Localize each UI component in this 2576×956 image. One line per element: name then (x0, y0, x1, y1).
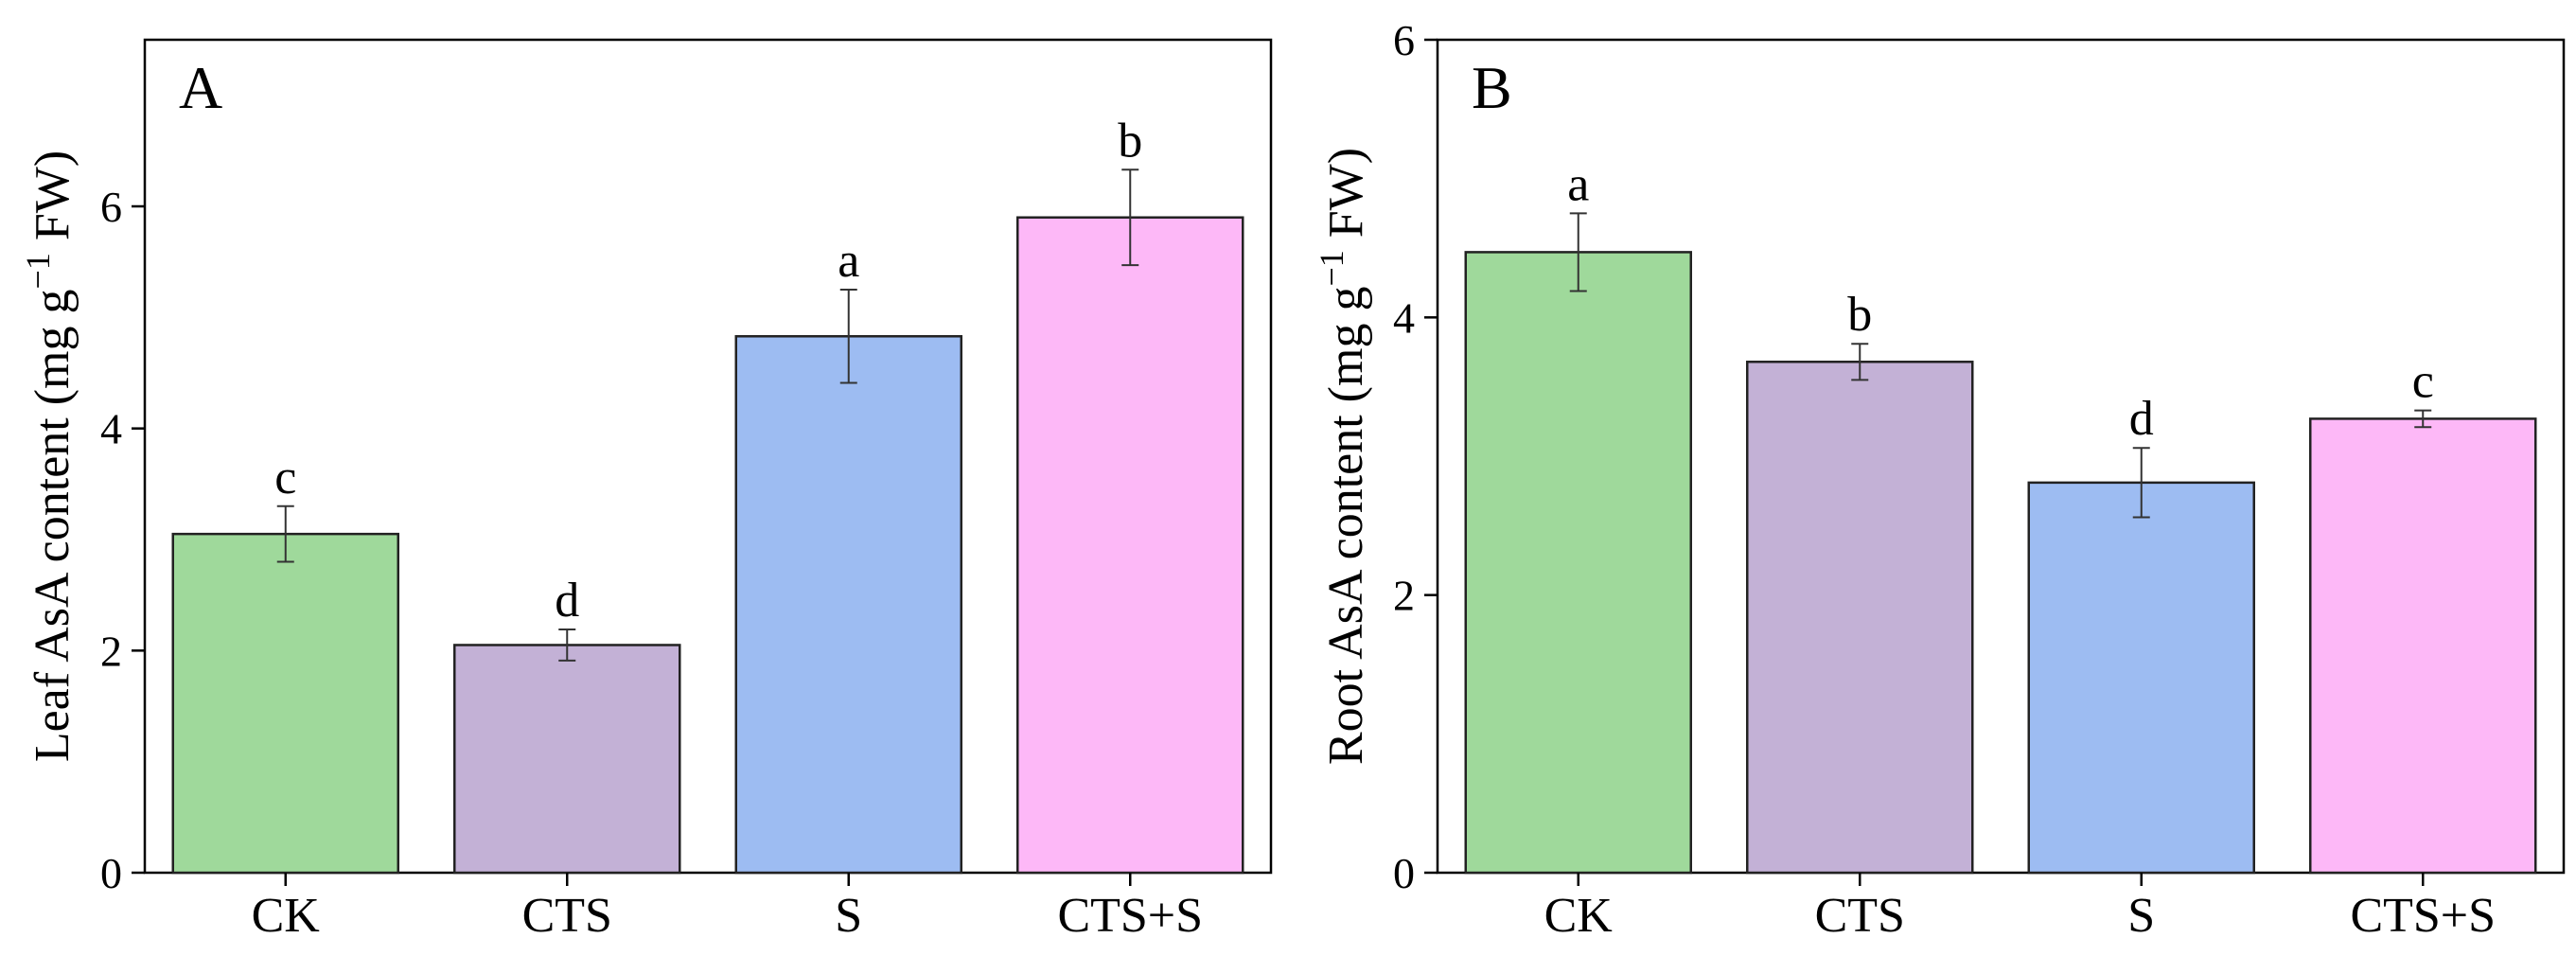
significance-label: d (2129, 392, 2154, 446)
x-category-label: CTS+S (1057, 889, 1203, 943)
plot-frame (143, 38, 1273, 875)
significance-label: b (1847, 288, 1872, 342)
bar-cts (1746, 361, 1974, 875)
y-tick-label: 4 (100, 405, 122, 453)
y-tick-label: 0 (100, 849, 122, 897)
bar-cts-s (2309, 417, 2537, 875)
panel-a: 0 2 4 6 c CK d CTS a Sb CTS+S A Leaf AsA content (mg… (19, 38, 1273, 943)
significance-label: a (1567, 157, 1589, 211)
significance-label: c (2412, 355, 2434, 409)
plot-frame (1436, 38, 2566, 875)
y-tick-label: 2 (100, 627, 122, 675)
bar-cts (453, 644, 681, 875)
bar-ck (1464, 251, 1692, 875)
y-tick-label: 6 (100, 183, 122, 231)
x-category-label: CTS (522, 889, 612, 943)
significance-label: a (838, 234, 859, 288)
y-tick-label: 2 (1393, 572, 1415, 620)
bar-s (734, 335, 962, 875)
significance-label: b (1118, 114, 1142, 168)
y-tick-label: 0 (1393, 849, 1415, 897)
bar-s (2027, 481, 2255, 875)
x-category-label: S (835, 889, 862, 943)
y-axis-label: Root AsA content (mg g−1 FW) (1313, 148, 1373, 765)
y-axis-label: Leaf AsA content (mg g−1 FW) (19, 150, 79, 762)
x-category-label: CTS (1815, 889, 1905, 943)
significance-label: c (274, 451, 296, 505)
x-category-label: CK (252, 889, 321, 943)
panel-label: B (1472, 54, 1512, 121)
y-tick-label: 6 (1393, 16, 1415, 64)
panel-b: 0 2 4 6 a CK b CTS d Sc CTS+S B Root AsA content (mg… (1313, 16, 2566, 943)
panel-label: A (179, 54, 222, 121)
bar-cts-s (1016, 216, 1244, 875)
bar-ck (171, 532, 399, 875)
x-category-label: CK (1544, 889, 1614, 943)
x-category-label: S (2127, 889, 2155, 943)
y-tick-label: 4 (1393, 293, 1415, 342)
x-category-label: CTS+S (2350, 889, 2496, 943)
significance-label: d (555, 574, 579, 628)
